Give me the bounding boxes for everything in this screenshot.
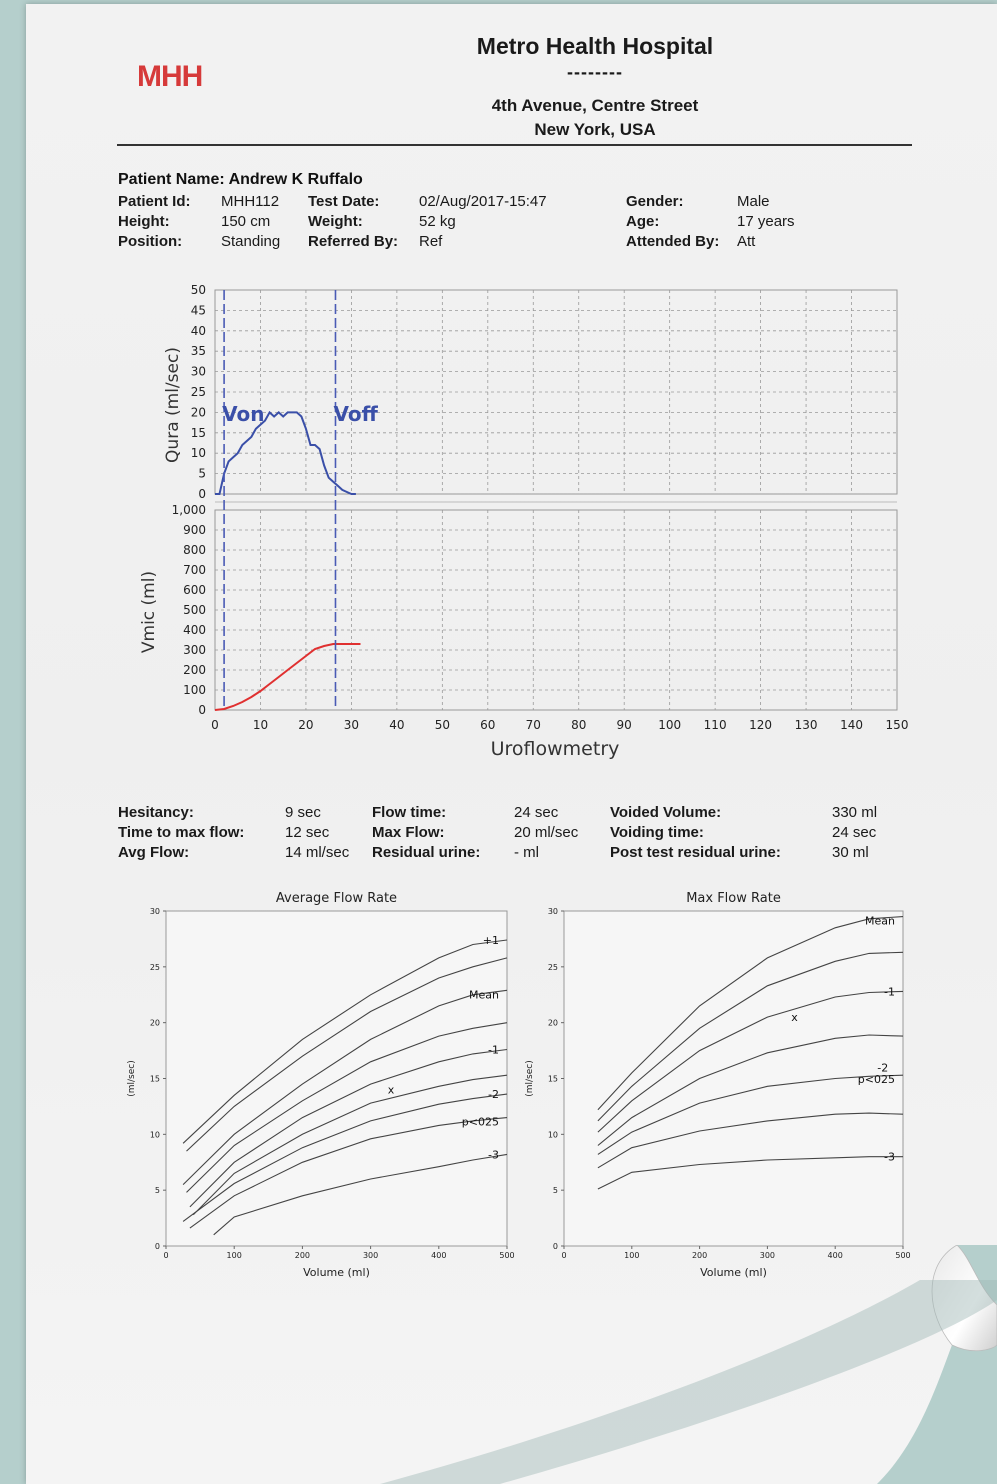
vmic-y-tick-label: 700 — [183, 563, 206, 577]
page-curl — [877, 1245, 997, 1484]
weight-value: 52 kg — [419, 213, 456, 230]
vmic-ylabel: Vmic (ml) — [139, 571, 159, 653]
voided-volume-label: Voided Volume: — [610, 804, 722, 821]
flow-time-label: Flow time: — [372, 804, 447, 821]
height-label: Height: — [118, 213, 170, 230]
x-tick-label: 0 — [211, 718, 219, 732]
avg-flow-label: Avg Flow: — [118, 844, 190, 861]
qura-y-tick-label: 5 — [198, 467, 206, 481]
x-tick-label: 60 — [480, 718, 495, 732]
qura-ylabel: Qura (ml/sec) — [163, 347, 183, 463]
age-value: 17 years — [737, 213, 795, 230]
page-curl-shadow — [380, 1280, 997, 1484]
qura-y-tick-label: 50 — [191, 283, 206, 297]
voiding-time-label: Voiding time: — [610, 824, 704, 841]
qura-y-tick-label: 35 — [191, 344, 206, 358]
referred-by-value: Ref — [419, 233, 443, 250]
patient-id-value: MHH112 — [221, 193, 280, 210]
x-tick-label: 100 — [658, 718, 681, 732]
vmic-y-tick-label: 400 — [183, 623, 206, 637]
x-tick-label: 20 — [298, 718, 313, 732]
vmic-y-tick-label: 800 — [183, 543, 206, 557]
referred-by-label: Referred By: — [308, 233, 399, 250]
vmic-y-tick-label: 600 — [183, 583, 206, 597]
voiding-time-value: 24 sec — [832, 824, 877, 841]
marker-label-voff: Voff — [333, 402, 378, 426]
x-tick-label: 90 — [617, 718, 632, 732]
x-tick-label: 110 — [704, 718, 727, 732]
qura-series-line — [215, 410, 356, 495]
x-tick-label: 120 — [749, 718, 772, 732]
patient-name: Andrew K Ruffalo — [228, 171, 363, 188]
hospital-address-line2: New York, USA — [534, 120, 656, 139]
position-value: Standing — [221, 233, 281, 250]
x-tick-label: 80 — [571, 718, 586, 732]
max-flow-label: Max Flow: — [372, 824, 445, 841]
qura-y-tick-label: 15 — [191, 426, 206, 440]
weight-label: Weight: — [308, 213, 363, 230]
vmic-y-tick-label: 200 — [183, 663, 206, 677]
vmic-series-line — [214, 643, 361, 711]
test-date-label: Test Date: — [308, 193, 380, 210]
hospital-address-line1: 4th Avenue, Centre Street — [491, 96, 699, 115]
marker-label-von: Von — [222, 402, 264, 426]
vmic-y-tick-label: 1,000 — [172, 503, 206, 517]
vmic-y-tick-label: 100 — [183, 683, 206, 697]
x-tick-label: 140 — [840, 718, 863, 732]
x-tick-label: 70 — [526, 718, 541, 732]
x-tick-label: 150 — [886, 718, 909, 732]
attended-by-value: Att — [737, 233, 756, 250]
hospital-divider-dashes: -------- — [567, 62, 623, 82]
patient-id-label: Patient Id: — [118, 193, 191, 210]
max-flow-value: 20 ml/sec — [514, 824, 579, 841]
age-label: Age: — [626, 213, 660, 230]
hesitancy-label: Hesitancy: — [118, 804, 194, 821]
height-value: 150 cm — [221, 213, 271, 230]
qura-y-tick-label: 0 — [198, 487, 206, 501]
attended-by-label: Attended By: — [626, 233, 720, 250]
post-test-residual-value: 30 ml — [832, 844, 869, 861]
vmic-y-tick-label: 500 — [183, 603, 206, 617]
gender-label: Gender: — [626, 193, 684, 210]
voided-volume-value: 330 ml — [832, 804, 878, 821]
test-date-value: 02/Aug/2017-15:47 — [419, 193, 547, 210]
vmic-y-tick-label: 300 — [183, 643, 206, 657]
header-rule — [117, 144, 912, 146]
qura-y-tick-label: 25 — [191, 385, 206, 399]
avg-flow-value: 14 ml/sec — [285, 844, 350, 861]
x-tick-label: 30 — [344, 718, 359, 732]
x-tick-label: 40 — [389, 718, 404, 732]
qura-y-tick-label: 10 — [191, 446, 206, 460]
qura-y-tick-label: 45 — [191, 303, 206, 317]
vmic-y-tick-label: 900 — [183, 523, 206, 537]
time-to-max-flow-value: 12 sec — [285, 824, 330, 841]
qura-y-tick-label: 20 — [191, 405, 206, 419]
vmic-y-tick-label: 0 — [198, 703, 206, 717]
x-tick-label: 130 — [795, 718, 818, 732]
qura-y-tick-label: 30 — [191, 365, 206, 379]
patient-name-label: Patient Name: — [118, 171, 225, 188]
hospital-logo: MHH — [137, 60, 203, 93]
residual-urine-value: - ml — [514, 844, 539, 861]
post-test-residual-label: Post test residual urine: — [610, 844, 781, 861]
uroflowmetry-xlabel: Uroflowmetry — [491, 738, 620, 760]
x-tick-label: 50 — [435, 718, 450, 732]
x-tick-label: 10 — [253, 718, 268, 732]
hesitancy-value: 9 sec — [285, 804, 321, 821]
flow-time-value: 24 sec — [514, 804, 559, 821]
hospital-name: Metro Health Hospital — [476, 33, 714, 59]
patient-name-row: Patient Name: Andrew K Ruffalo — [118, 171, 363, 189]
time-to-max-flow-label: Time to max flow: — [118, 824, 245, 841]
position-label: Position: — [118, 233, 183, 250]
residual-urine-label: Residual urine: — [372, 844, 481, 861]
gender-value: Male — [737, 193, 770, 210]
qura-y-tick-label: 40 — [191, 324, 206, 338]
